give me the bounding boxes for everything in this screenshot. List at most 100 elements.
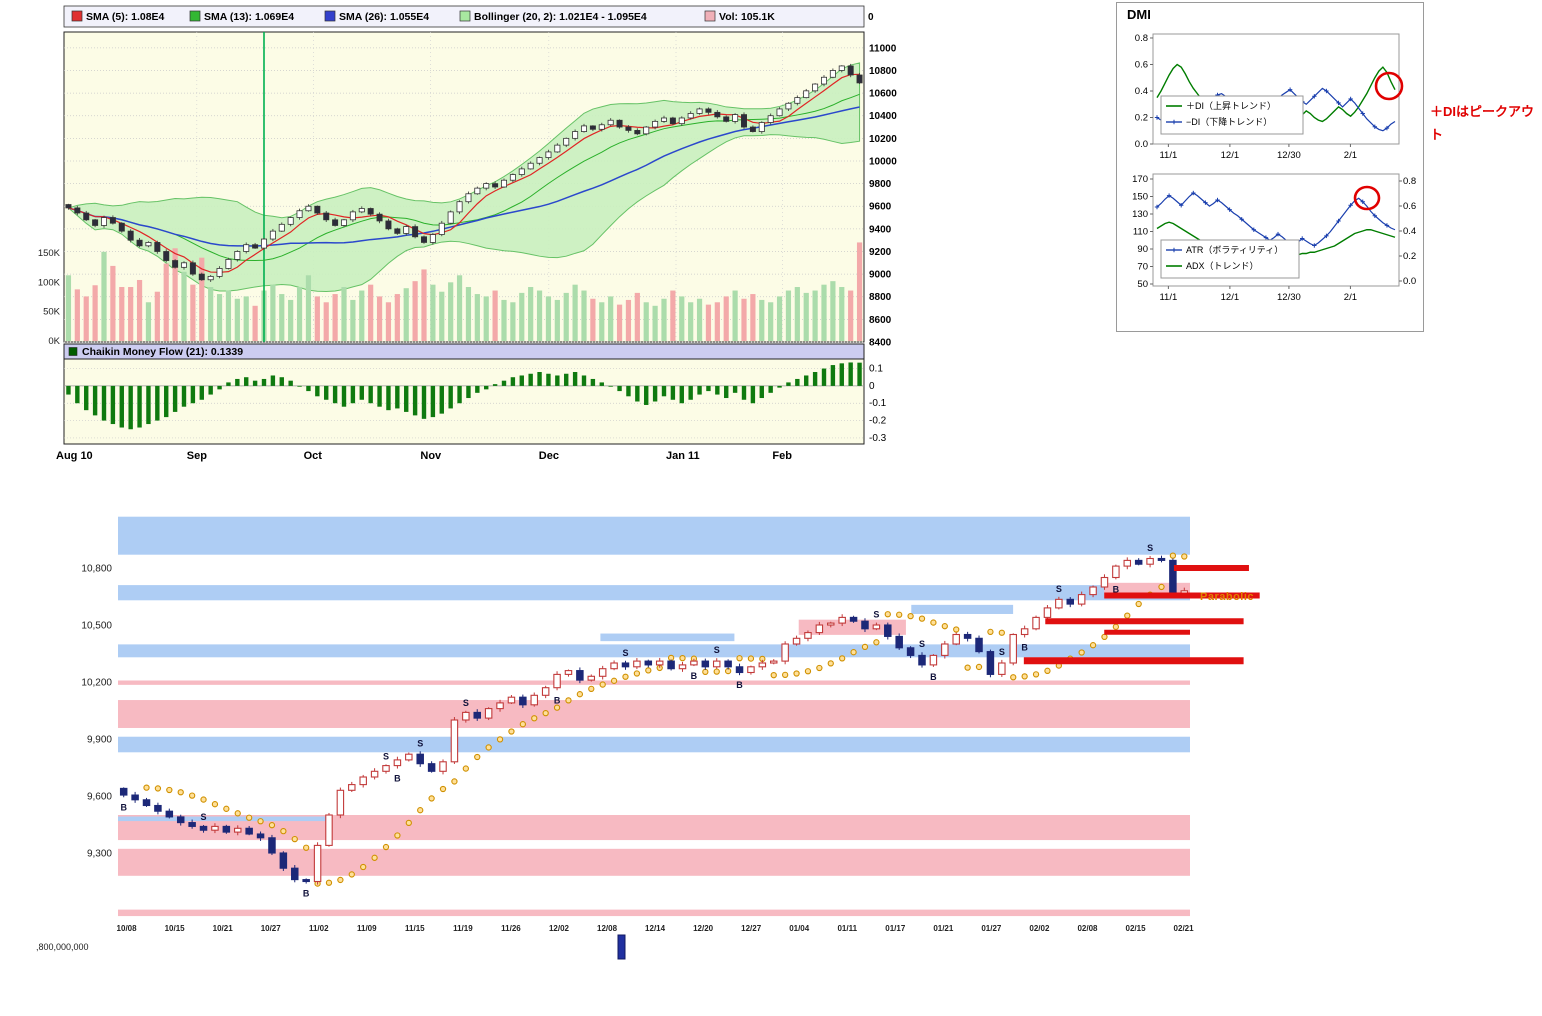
svg-text:10,200: 10,200	[81, 678, 112, 689]
svg-text:01/27: 01/27	[981, 924, 1002, 933]
svg-text:50: 50	[1137, 279, 1148, 290]
svg-text:10/15: 10/15	[165, 924, 186, 933]
daily-chart-canvas: 10,800 10,500 10,200 9,900 9,600 9,300 B S B S B S S…	[81, 516, 1260, 960]
svg-text:0.0: 0.0	[1135, 139, 1148, 150]
svg-text:0.2: 0.2	[1135, 112, 1148, 123]
svg-text:100K: 100K	[38, 277, 61, 288]
svg-text:9,900: 9,900	[87, 735, 112, 746]
svg-text:150: 150	[1132, 192, 1148, 203]
svg-text:11/26: 11/26	[501, 924, 521, 933]
svg-text:B: B	[303, 889, 310, 899]
svg-text:0.2: 0.2	[1403, 251, 1416, 262]
svg-text:Aug 10: Aug 10	[56, 450, 93, 462]
svg-text:S: S	[999, 647, 1005, 657]
dmi-peakout-annotation: ＋DIはピークアウト	[1430, 104, 1535, 143]
svg-text:12/30: 12/30	[1277, 150, 1301, 161]
svg-text:170: 170	[1132, 174, 1148, 185]
svg-text:12/30: 12/30	[1277, 292, 1301, 303]
svg-text:10/27: 10/27	[261, 924, 282, 933]
svg-text:B: B	[394, 774, 401, 784]
svg-text:02/08: 02/08	[1077, 924, 1098, 933]
svg-text:Bollinger (20, 2): 1.021E4 - 1: Bollinger (20, 2): 1.021E4 - 1.095E4	[474, 11, 647, 23]
svg-text:11000: 11000	[869, 43, 897, 54]
svg-text:Chaikin Money Flow (21): 0.133: Chaikin Money Flow (21): 0.1339	[82, 346, 243, 358]
svg-text:Feb: Feb	[772, 450, 792, 462]
svg-text:S: S	[201, 812, 207, 822]
svg-text:0.6: 0.6	[1403, 201, 1416, 212]
daily-candlestick-panel: 10,800 10,500 10,200 9,900 9,600 9,300 B S B S B S S…	[30, 483, 1310, 983]
svg-text:8600: 8600	[869, 315, 892, 326]
svg-text:0.8: 0.8	[1403, 176, 1416, 187]
svg-text:110: 110	[1133, 227, 1148, 238]
main-chart-canvas: SMA (5): 1.08E4 SMA (13): 1.069E4 SMA (26)…	[38, 5, 897, 462]
svg-text:12/1: 12/1	[1221, 292, 1240, 303]
svg-text:-0.1: -0.1	[869, 398, 887, 409]
svg-text:B: B	[1021, 643, 1028, 653]
svg-text:9400: 9400	[869, 224, 892, 235]
svg-text:12/14: 12/14	[645, 924, 666, 933]
svg-text:9000: 9000	[869, 270, 892, 281]
svg-text:150K: 150K	[38, 248, 61, 259]
dmi-panel: DMI 0.8 0.6 0.4 0.2 0.0 11/1 12/1 12/30 2/1 ＋DI（上…	[1116, 2, 1424, 332]
svg-text:01/11: 01/11	[837, 924, 857, 933]
svg-text:11/15: 11/15	[405, 924, 425, 933]
svg-text:10,800: 10,800	[81, 564, 112, 575]
svg-text:0.4: 0.4	[1403, 226, 1416, 237]
main-price-chart-panel: SMA (5): 1.08E4 SMA (13): 1.069E4 SMA (26)…	[36, 2, 908, 466]
svg-text:B: B	[691, 671, 698, 681]
svg-text:10/21: 10/21	[213, 924, 234, 933]
svg-text:02/15: 02/15	[1126, 924, 1147, 933]
svg-text:8400: 8400	[869, 338, 892, 349]
svg-text:SMA (26): 1.055E4: SMA (26): 1.055E4	[339, 11, 429, 23]
volume-axis-label: ,800,000,000	[36, 942, 89, 952]
svg-text:B: B	[554, 695, 561, 705]
svg-text:50K: 50K	[43, 307, 61, 318]
svg-text:0: 0	[868, 12, 874, 23]
svg-text:11/1: 11/1	[1159, 292, 1177, 303]
svg-text:−DI（下降トレンド）: −DI（下降トレンド）	[1186, 116, 1272, 127]
svg-text:11/09: 11/09	[357, 924, 377, 933]
svg-text:B: B	[736, 680, 743, 690]
svg-text:01/17: 01/17	[885, 924, 906, 933]
svg-text:Oct: Oct	[304, 450, 323, 462]
svg-text:S: S	[873, 610, 879, 620]
svg-text:2/1: 2/1	[1344, 292, 1357, 303]
svg-text:S: S	[919, 639, 925, 649]
svg-text:S: S	[622, 648, 628, 658]
svg-text:-0.3: -0.3	[869, 433, 887, 444]
svg-text:12/27: 12/27	[741, 924, 762, 933]
svg-text:SMA (5): 1.08E4: SMA (5): 1.08E4	[86, 11, 165, 23]
svg-text:02/02: 02/02	[1029, 924, 1050, 933]
dmi-panel-title: DMI	[1127, 7, 1151, 22]
svg-text:S: S	[1147, 543, 1153, 553]
svg-text:-0.2: -0.2	[869, 416, 887, 427]
svg-text:0.1: 0.1	[869, 364, 883, 375]
svg-text:0.8: 0.8	[1135, 33, 1148, 44]
svg-text:01/04: 01/04	[789, 924, 810, 933]
svg-text:0.0: 0.0	[1403, 276, 1416, 287]
svg-text:SMA (13): 1.069E4: SMA (13): 1.069E4	[204, 11, 294, 23]
svg-text:01/21: 01/21	[933, 924, 954, 933]
svg-text:B: B	[120, 802, 127, 812]
svg-text:12/08: 12/08	[597, 924, 618, 933]
svg-text:Dec: Dec	[539, 450, 559, 462]
svg-text:Jan 11: Jan 11	[666, 450, 700, 462]
svg-text:S: S	[417, 738, 423, 748]
svg-text:10/08: 10/08	[117, 924, 138, 933]
svg-text:ATR（ボラティリティ）: ATR（ボラティリティ）	[1186, 245, 1283, 255]
svg-text:ADX（トレンド）: ADX（トレンド）	[1186, 261, 1259, 271]
svg-text:Vol: 105.1K: Vol: 105.1K	[719, 11, 775, 23]
svg-text:B: B	[930, 672, 937, 682]
svg-text:＋DI（上昇トレンド）: ＋DI（上昇トレンド）	[1186, 101, 1276, 111]
svg-text:90: 90	[1137, 244, 1148, 255]
svg-text:10600: 10600	[869, 89, 897, 100]
svg-text:9,300: 9,300	[87, 849, 112, 860]
svg-text:0.6: 0.6	[1135, 59, 1148, 70]
svg-text:10000: 10000	[869, 156, 897, 167]
svg-text:11/1: 11/1	[1159, 150, 1177, 161]
svg-text:B: B	[1113, 584, 1120, 594]
svg-text:0.4: 0.4	[1135, 86, 1148, 97]
svg-text:10200: 10200	[869, 134, 897, 145]
svg-text:9800: 9800	[869, 179, 892, 190]
svg-text:Nov: Nov	[420, 450, 442, 462]
